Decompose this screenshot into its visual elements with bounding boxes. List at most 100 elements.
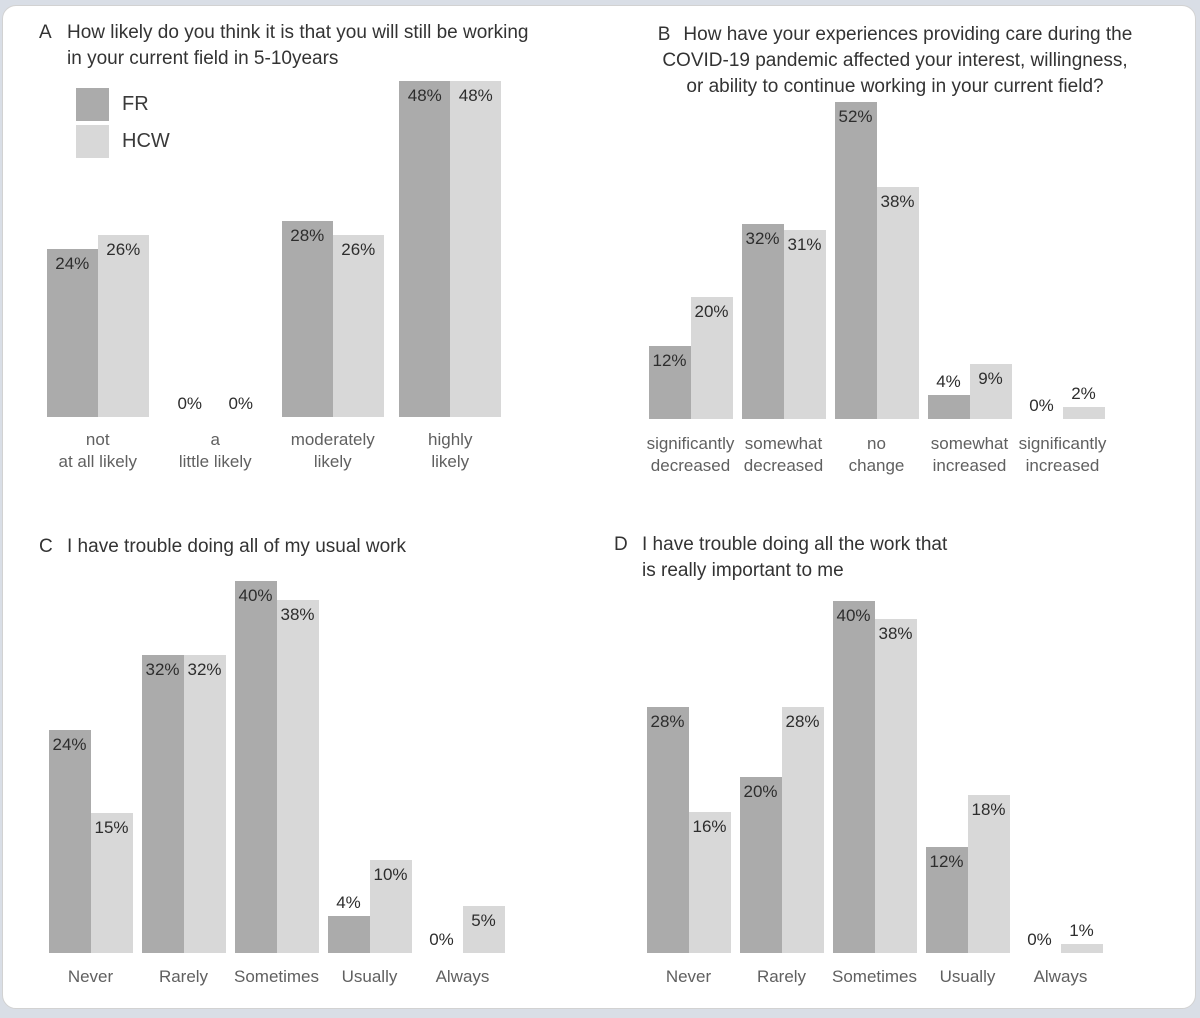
value-label: 52% bbox=[838, 107, 873, 126]
bar-pair: 0% 1% bbox=[1019, 921, 1103, 953]
value-label: 40% bbox=[836, 606, 871, 625]
category-label: Always bbox=[1033, 967, 1088, 986]
category-label: Always bbox=[435, 967, 490, 986]
bar-fr: 32% bbox=[141, 655, 184, 953]
value-label: 0% bbox=[429, 930, 454, 949]
value-label: 9% bbox=[978, 369, 1003, 388]
bar-fr: 28% bbox=[281, 221, 333, 417]
bar-hcw: 26% bbox=[332, 235, 384, 417]
legend-item-fr: FR bbox=[76, 88, 170, 121]
bar-fr: 12% bbox=[925, 847, 968, 953]
value-label: 18% bbox=[971, 800, 1006, 819]
panel-d-title-text: I have trouble doing all the work that is… bbox=[642, 534, 948, 581]
bar-hcw: 20% bbox=[690, 297, 733, 419]
category-label: Never bbox=[665, 967, 712, 986]
bar-pair: 24% 15% bbox=[48, 730, 133, 953]
panel-a-axis-labels: not at all likely a little likely moderate… bbox=[39, 429, 509, 473]
category-slot: 40% 38% bbox=[230, 575, 323, 953]
bar-pair: 0% 2% bbox=[1021, 384, 1105, 419]
legend-swatch-hcw bbox=[76, 125, 109, 158]
bar-pair: 28% 26% bbox=[281, 221, 384, 417]
category-slot: 28% 16% bbox=[642, 597, 735, 953]
value-label: 0% bbox=[228, 394, 254, 413]
value-label: 28% bbox=[785, 712, 820, 731]
value-label: 48% bbox=[407, 86, 442, 105]
category-label: Usually bbox=[341, 967, 398, 986]
legend: FR HCW bbox=[76, 88, 170, 162]
panel-c-title: C I have trouble doing all of my usual w… bbox=[39, 534, 576, 560]
value-label: 4% bbox=[336, 893, 361, 912]
value-label: 24% bbox=[55, 254, 90, 273]
value-label: 16% bbox=[692, 817, 727, 836]
bar-pair: 40% 38% bbox=[832, 601, 917, 953]
value-label: 12% bbox=[929, 852, 964, 871]
category-label: significantly decreased bbox=[646, 434, 735, 475]
bar-hcw: 18% bbox=[967, 795, 1010, 953]
category-slot: 0% 2% bbox=[1016, 97, 1109, 419]
value-label: 0% bbox=[1027, 930, 1052, 949]
category-slot: 32% 32% bbox=[137, 575, 230, 953]
bar-hcw: 5% bbox=[462, 906, 505, 953]
bar-pair: 12% 18% bbox=[925, 795, 1010, 953]
panel-b-plot: 12% 20% 32% 31% 52% 38% 4% 9% 0% 2% bbox=[644, 97, 1109, 419]
panel-a-plot: 24% 26% 0% 0% 28% 26% 48% 48% bbox=[39, 72, 509, 417]
category-label: Never bbox=[67, 967, 114, 986]
category-slot: 12% 20% bbox=[644, 97, 737, 419]
bar-hcw: 9% bbox=[969, 364, 1012, 419]
value-label: 24% bbox=[52, 735, 87, 754]
value-label: 10% bbox=[373, 865, 408, 884]
bar-hcw: 48% bbox=[450, 81, 502, 417]
bar-hcw: 26% bbox=[97, 235, 149, 417]
category-slot: 52% 38% bbox=[830, 97, 923, 419]
bar-fr: 4% bbox=[927, 372, 970, 419]
panel-d-plot: 28% 16% 20% 28% 40% 38% 12% 18% 0% 1% bbox=[642, 597, 1107, 953]
category-label: somewhat decreased bbox=[743, 434, 824, 475]
bar-fr: 40% bbox=[234, 581, 277, 953]
panel-c: C I have trouble doing all of my usual w… bbox=[31, 516, 596, 1011]
panel-a-title: A How likely do you think it is that you… bbox=[39, 20, 576, 72]
bar-pair: 24% 26% bbox=[46, 235, 149, 417]
value-label: 31% bbox=[787, 235, 822, 254]
category-slot: 0% 5% bbox=[416, 575, 509, 953]
panel-d-axis-labels: Never Rarely Sometimes Usually Always bbox=[642, 966, 1107, 988]
category-slot: 48% 48% bbox=[392, 72, 510, 417]
bar-pair: 12% 20% bbox=[648, 297, 733, 419]
value-label: 2% bbox=[1071, 384, 1096, 403]
bar-pair: 32% 32% bbox=[141, 655, 226, 953]
value-label: 26% bbox=[341, 240, 376, 259]
bar-hcw: 38% bbox=[874, 619, 917, 953]
panel-b-axis-labels: significantly decreased somewhat decrease… bbox=[644, 433, 1109, 477]
bar-hcw: 15% bbox=[90, 813, 133, 953]
bar-pair: 52% 38% bbox=[834, 102, 919, 419]
panel-d-letter: D bbox=[614, 534, 628, 555]
legend-swatch-fr bbox=[76, 88, 109, 121]
bar-fr: 28% bbox=[646, 707, 689, 953]
category-label: highly likely bbox=[428, 430, 473, 471]
category-label: moderately likely bbox=[290, 430, 375, 471]
value-label: 0% bbox=[177, 394, 203, 413]
bar-fr: 4% bbox=[327, 893, 370, 953]
value-label: 48% bbox=[458, 86, 493, 105]
bar-hcw: 2% bbox=[1062, 384, 1105, 419]
bar-fr: 24% bbox=[46, 249, 98, 417]
panel-d: D I have trouble doing all the work that… bbox=[606, 516, 1191, 1011]
bar-hcw: 1% bbox=[1060, 921, 1103, 953]
bar-hcw: 32% bbox=[183, 655, 226, 953]
category-slot: 24% 26% bbox=[39, 72, 157, 417]
category-label: no change bbox=[848, 434, 905, 475]
category-label: Rarely bbox=[158, 967, 209, 986]
value-label: 20% bbox=[694, 302, 729, 321]
category-label: not at all likely bbox=[58, 430, 137, 471]
panel-b: B How have your experiences providing car… bbox=[606, 14, 1191, 509]
panel-d-title: D I have trouble doing all the work that… bbox=[614, 532, 1171, 584]
category-slot: 4% 9% bbox=[923, 97, 1016, 419]
value-label: 28% bbox=[290, 226, 325, 245]
category-slot: 0% 0% bbox=[157, 72, 275, 417]
category-slot: 28% 26% bbox=[274, 72, 392, 417]
figure-card: A How likely do you think it is that you… bbox=[2, 5, 1196, 1009]
bar-fr: 20% bbox=[739, 777, 782, 953]
bar-fr: 52% bbox=[834, 102, 877, 419]
bar-fr: 24% bbox=[48, 730, 91, 953]
value-label: 38% bbox=[878, 624, 913, 643]
bar-hcw: 31% bbox=[783, 230, 826, 419]
